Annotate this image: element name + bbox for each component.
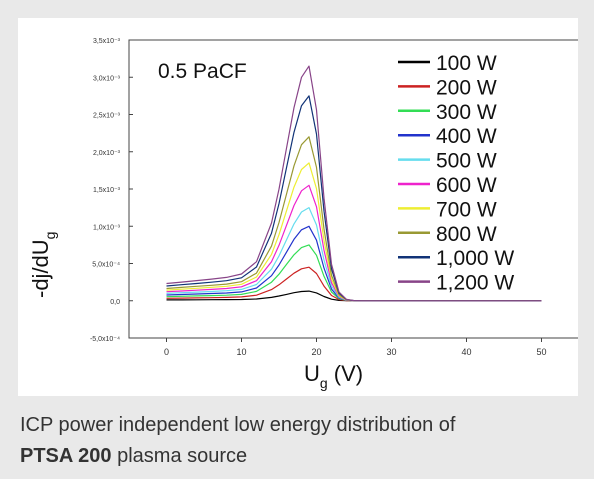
- y-tick-label: 3,5x10⁻³: [93, 38, 121, 45]
- y-tick-label: 5,0x10⁻⁴: [92, 262, 120, 269]
- chart-title: 0.5 PaCF: [158, 60, 247, 83]
- x-axis-label-main: U: [304, 361, 320, 386]
- y-axis-label: -dj/dUg: [28, 232, 58, 298]
- x-tick-label: 30: [386, 347, 396, 357]
- legend-label: 1,000 W: [436, 247, 514, 270]
- y-tick-label: 3,0x10⁻³: [93, 75, 121, 82]
- x-tick-label: 50: [536, 347, 546, 357]
- y-tick-label: -5,0x10⁻⁴: [90, 336, 120, 343]
- x-axis-label: Ug (V): [304, 361, 363, 391]
- caption-bold: PTSA 200: [20, 445, 112, 467]
- chart: 0 10 20 30 40 50 -5,0x10⁻⁴ 0,0 5,0x10⁻⁴ 1,0x10⁻³…: [28, 38, 578, 391]
- x-tick-label: 40: [461, 347, 471, 357]
- legend-label: 800 W: [436, 223, 497, 246]
- y-tick-label: 1,5x10⁻³: [93, 187, 121, 194]
- figure-card: 0 10 20 30 40 50 -5,0x10⁻⁴ 0,0 5,0x10⁻⁴ 1,0x10⁻³…: [18, 18, 578, 396]
- legend-label: 200 W: [436, 76, 497, 99]
- legend-label: 700 W: [436, 198, 497, 221]
- x-tick-label: 10: [236, 347, 246, 357]
- x-tick-label: 0: [164, 347, 169, 357]
- y-tick-label: 1,0x10⁻³: [93, 224, 121, 231]
- legend-label: 300 W: [436, 101, 497, 124]
- figure-caption: ICP power independent low energy distrib…: [20, 410, 580, 472]
- svg-text:-dj/dUg: -dj/dUg: [28, 232, 58, 298]
- series-line: [166, 65, 542, 302]
- y-tick-label: 2,0x10⁻³: [93, 150, 121, 157]
- x-axis-label-unit: (V): [328, 361, 363, 386]
- y-tick-label: 2,5x10⁻³: [93, 113, 121, 120]
- legend-label: 100 W: [436, 52, 497, 75]
- caption-rest: plasma source: [111, 445, 248, 467]
- legend-label: 600 W: [436, 174, 497, 197]
- legend-label: 400 W: [436, 125, 497, 148]
- y-tick-label: 0,0: [110, 299, 120, 306]
- x-tick-label: 20: [311, 347, 321, 357]
- legend-label: 500 W: [436, 150, 497, 173]
- legend-label: 1,200 W: [436, 272, 514, 295]
- y-axis-label-sub: g: [42, 232, 58, 240]
- caption-line1: ICP power independent low energy distrib…: [20, 414, 456, 436]
- x-axis-label-sub: g: [320, 375, 328, 391]
- y-axis-label-main: -dj/dU: [28, 239, 53, 298]
